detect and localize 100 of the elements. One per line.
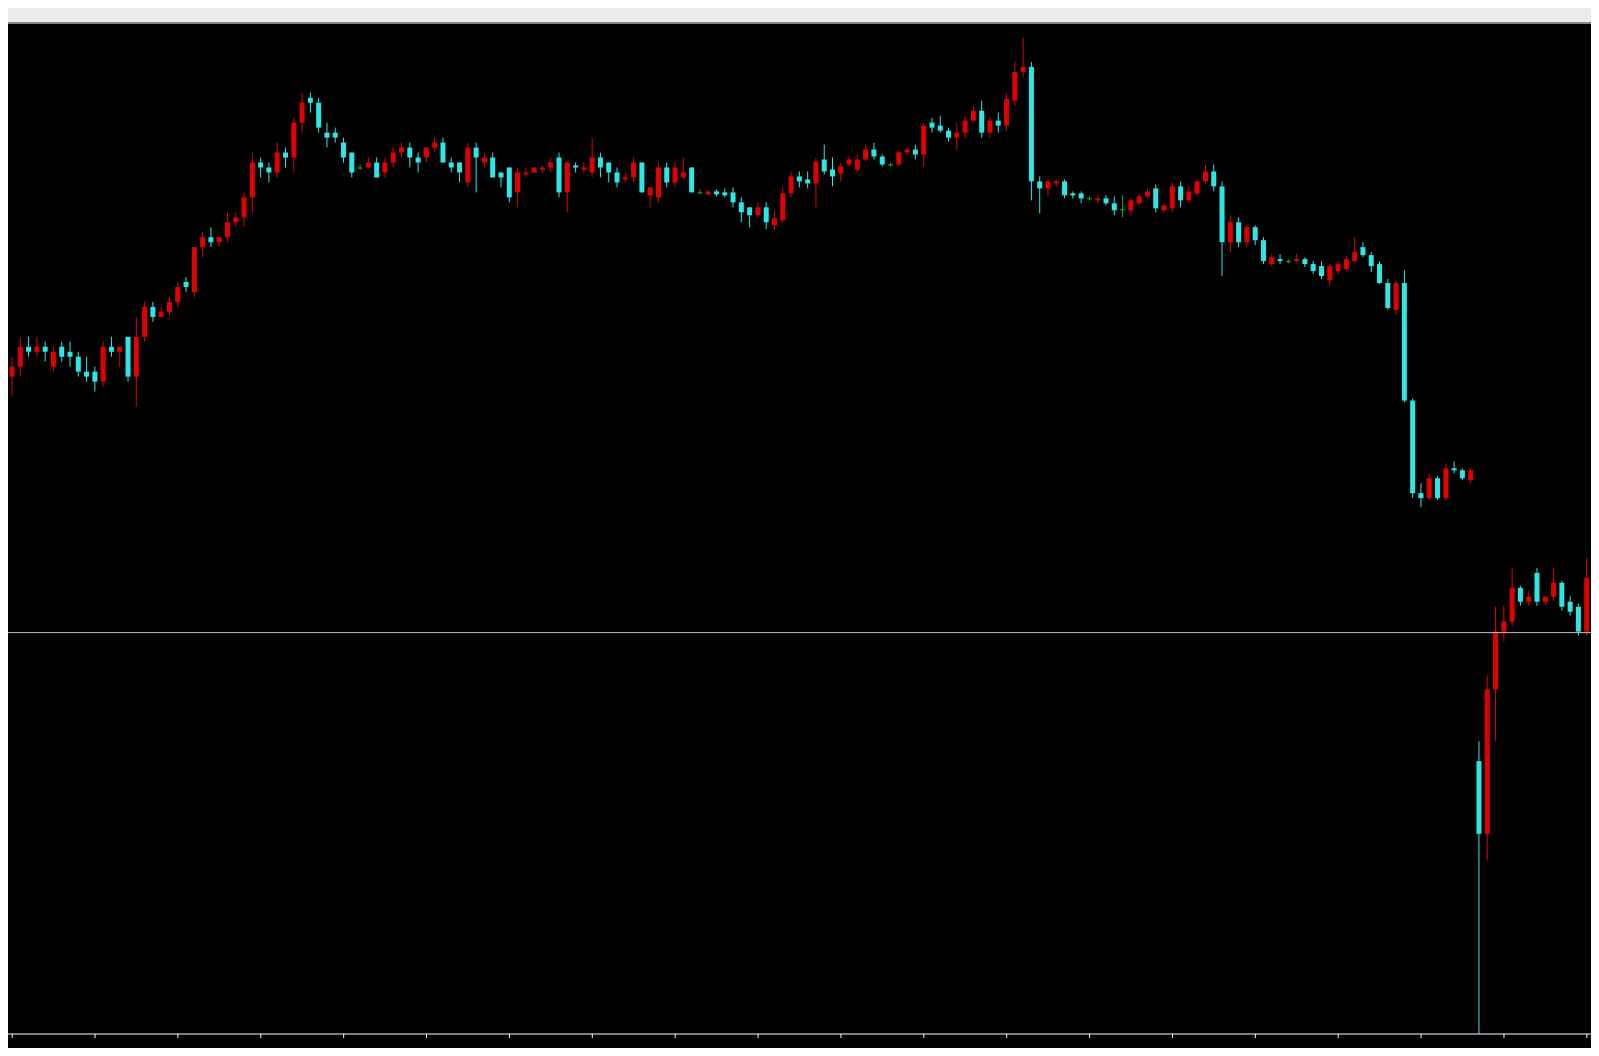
candlestick bbox=[1377, 260, 1383, 285]
candlestick bbox=[200, 231, 206, 258]
candlestick bbox=[813, 157, 819, 208]
candlestick bbox=[597, 152, 603, 178]
candlestick bbox=[871, 142, 877, 161]
candlestick bbox=[730, 186, 736, 208]
candlestick bbox=[1120, 194, 1126, 218]
candlestick bbox=[664, 162, 670, 188]
candlestick bbox=[987, 117, 993, 139]
candlestick bbox=[1169, 181, 1175, 213]
candlestick bbox=[1244, 224, 1250, 248]
candlestick bbox=[1426, 472, 1432, 501]
candlestick bbox=[788, 170, 794, 198]
candlestick bbox=[1037, 175, 1043, 214]
candlestick bbox=[166, 296, 172, 318]
candlestick bbox=[241, 191, 247, 228]
candlestick bbox=[830, 157, 836, 187]
candlestick bbox=[581, 162, 587, 173]
candlestick bbox=[1567, 595, 1573, 617]
candlestick bbox=[26, 336, 32, 358]
candlestick bbox=[962, 115, 968, 139]
candlestick bbox=[1103, 194, 1109, 206]
candlestick bbox=[357, 163, 363, 170]
candlestick bbox=[1062, 178, 1068, 199]
candlestick bbox=[1252, 224, 1258, 246]
candlestick bbox=[390, 147, 396, 168]
candlestick bbox=[283, 147, 288, 168]
candlestick bbox=[1045, 178, 1051, 196]
candlestick bbox=[34, 336, 40, 358]
candlestick bbox=[307, 92, 313, 114]
candlestick bbox=[631, 157, 637, 183]
candlestick bbox=[108, 336, 114, 358]
candlestick bbox=[1418, 482, 1424, 508]
candlestick bbox=[407, 142, 413, 168]
candlestick bbox=[589, 137, 595, 178]
candlestick bbox=[349, 152, 355, 178]
candlestick bbox=[1501, 605, 1507, 643]
candlestick bbox=[1335, 260, 1341, 275]
candlestick bbox=[1435, 475, 1441, 501]
candlestick bbox=[274, 142, 280, 178]
candlestick bbox=[738, 196, 744, 223]
candlestick bbox=[995, 112, 1001, 134]
candlestick bbox=[59, 341, 65, 363]
candlestick bbox=[647, 186, 653, 208]
candlestick bbox=[954, 122, 960, 151]
candlestick bbox=[821, 144, 827, 175]
candlestick bbox=[75, 351, 81, 378]
candlestick bbox=[1451, 460, 1457, 474]
candlestick bbox=[175, 281, 181, 308]
candlestick bbox=[415, 152, 421, 173]
candlestick bbox=[1070, 190, 1076, 199]
candlestick bbox=[1236, 216, 1242, 248]
candlestick bbox=[1078, 190, 1084, 204]
candlestick bbox=[224, 211, 230, 243]
candlestick bbox=[92, 366, 98, 393]
candlestick bbox=[771, 209, 777, 231]
candlestick bbox=[9, 356, 15, 398]
candlestick bbox=[1111, 195, 1117, 216]
candlestick bbox=[1227, 214, 1233, 253]
candlestick bbox=[1551, 567, 1557, 602]
candlestick bbox=[1517, 585, 1523, 607]
candlestick bbox=[67, 341, 73, 368]
candlestick bbox=[1327, 263, 1333, 287]
candlestick bbox=[672, 162, 678, 188]
candlestick bbox=[1260, 236, 1266, 265]
candlestick bbox=[1020, 38, 1026, 78]
candlestick bbox=[440, 137, 446, 163]
candlestick bbox=[1186, 185, 1192, 204]
candlestick bbox=[266, 162, 272, 183]
candlestick bbox=[515, 166, 521, 208]
candlestick bbox=[1360, 241, 1366, 258]
candlestick bbox=[1277, 253, 1283, 265]
candlestick bbox=[490, 152, 496, 178]
candlestick bbox=[1202, 163, 1208, 184]
candlestick bbox=[1211, 163, 1217, 192]
candlestick bbox=[84, 356, 90, 383]
candlestick bbox=[208, 226, 214, 248]
candlestick bbox=[341, 137, 347, 163]
candlestick bbox=[1368, 251, 1374, 273]
candlestick bbox=[498, 171, 504, 188]
candlestick bbox=[763, 201, 769, 230]
candlestick bbox=[42, 341, 48, 363]
candlestick bbox=[904, 147, 910, 156]
candlestick bbox=[929, 117, 935, 134]
candlestick bbox=[17, 336, 23, 378]
candlestick bbox=[614, 166, 620, 188]
candlestick bbox=[747, 206, 753, 228]
candlestick bbox=[50, 346, 56, 373]
candlestick bbox=[324, 122, 330, 149]
candlestick bbox=[1559, 580, 1565, 612]
candlestick bbox=[697, 188, 703, 195]
candlestick bbox=[523, 166, 529, 178]
candlestick bbox=[1178, 180, 1184, 208]
candlestick bbox=[838, 162, 844, 182]
candlestick bbox=[473, 142, 479, 193]
candlestick bbox=[183, 276, 189, 293]
candlestick bbox=[150, 301, 156, 323]
candlestick bbox=[1352, 236, 1358, 264]
candlestick bbox=[299, 92, 305, 134]
candlestick bbox=[1153, 183, 1159, 213]
